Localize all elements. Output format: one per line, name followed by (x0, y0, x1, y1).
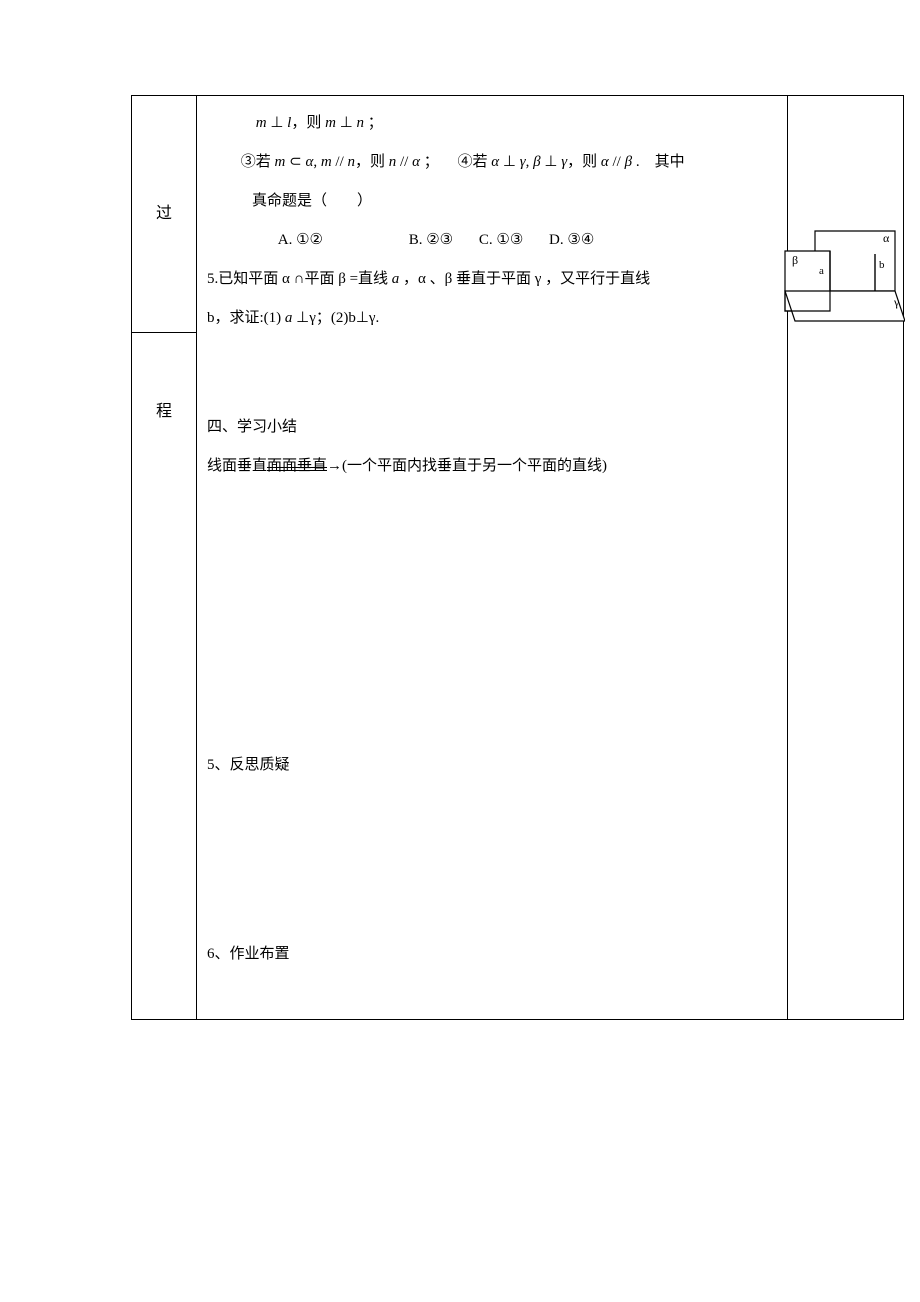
q5-line1: 5.已知平面 α ∩平面 β =直线 a ，α 、β 垂直于平面 γ ，又平行于… (207, 260, 777, 299)
s4-pre: 线面垂直 (207, 458, 267, 474)
expr-m-perp-l: m (256, 115, 267, 131)
choice-d: D. ③④ (549, 221, 594, 260)
line-3: 真命题是（ ） (207, 182, 777, 221)
label-b: b (879, 259, 885, 271)
choice-b: B. ②③ (409, 221, 453, 260)
stmt-4: ④若 α ⊥ γ, β ⊥ γ，则 α // β . 其中 (458, 154, 685, 170)
strike-text: 面面垂直 (267, 447, 327, 486)
lesson-table: 过 m ⊥ l，则 m ⊥ n ； ③若 m ⊂ α, m // n，则 n /… (131, 95, 904, 1020)
true-prop-prompt: 真命题是（ ） (252, 193, 372, 209)
content-cell: m ⊥ l，则 m ⊥ n ； ③若 m ⊂ α, m // n，则 n // … (197, 96, 788, 1020)
section-6-title: 6、作业布置 (207, 935, 777, 974)
choices-row: A. ①② B. ②③ C. ①③ D. ③④ (207, 221, 777, 260)
left-char-cheng: 程 (156, 391, 172, 433)
q5-line2: b，求证:(1) a ⊥γ；(2)b⊥γ. (207, 299, 777, 338)
left-col-cell-1: 过 (132, 96, 197, 333)
stmt-3: ③若 m ⊂ α, m // n，则 n // α ； (241, 154, 439, 170)
plane-gamma (785, 291, 905, 321)
planes-diagram: α β γ a b (775, 226, 905, 347)
left-char-guo: 过 (156, 193, 172, 235)
choice-a: A. ①② (278, 221, 323, 260)
line-2: ③若 m ⊂ α, m // n，则 n // α ； ④若 α ⊥ γ, β … (207, 143, 777, 182)
label-beta: β (792, 253, 798, 267)
choice-c: C. ①③ (479, 221, 523, 260)
section-4-body: 线面垂直面面垂直→(一个平面内找垂直于另一个平面的直线) (207, 447, 777, 486)
line-1: m ⊥ l，则 m ⊥ n ； (207, 104, 777, 143)
diagram-svg: α β γ a b (775, 226, 905, 331)
section-4-title: 四、学习小结 (207, 408, 777, 447)
section-5-title: 5、反思质疑 (207, 746, 777, 785)
s4-post: (一个平面内找垂直于另一个平面的直线) (342, 458, 607, 474)
label-gamma: γ (893, 295, 900, 309)
label-a: a (819, 265, 824, 277)
left-col-cell-2: 程 (132, 333, 197, 1020)
label-alpha: α (883, 231, 890, 245)
